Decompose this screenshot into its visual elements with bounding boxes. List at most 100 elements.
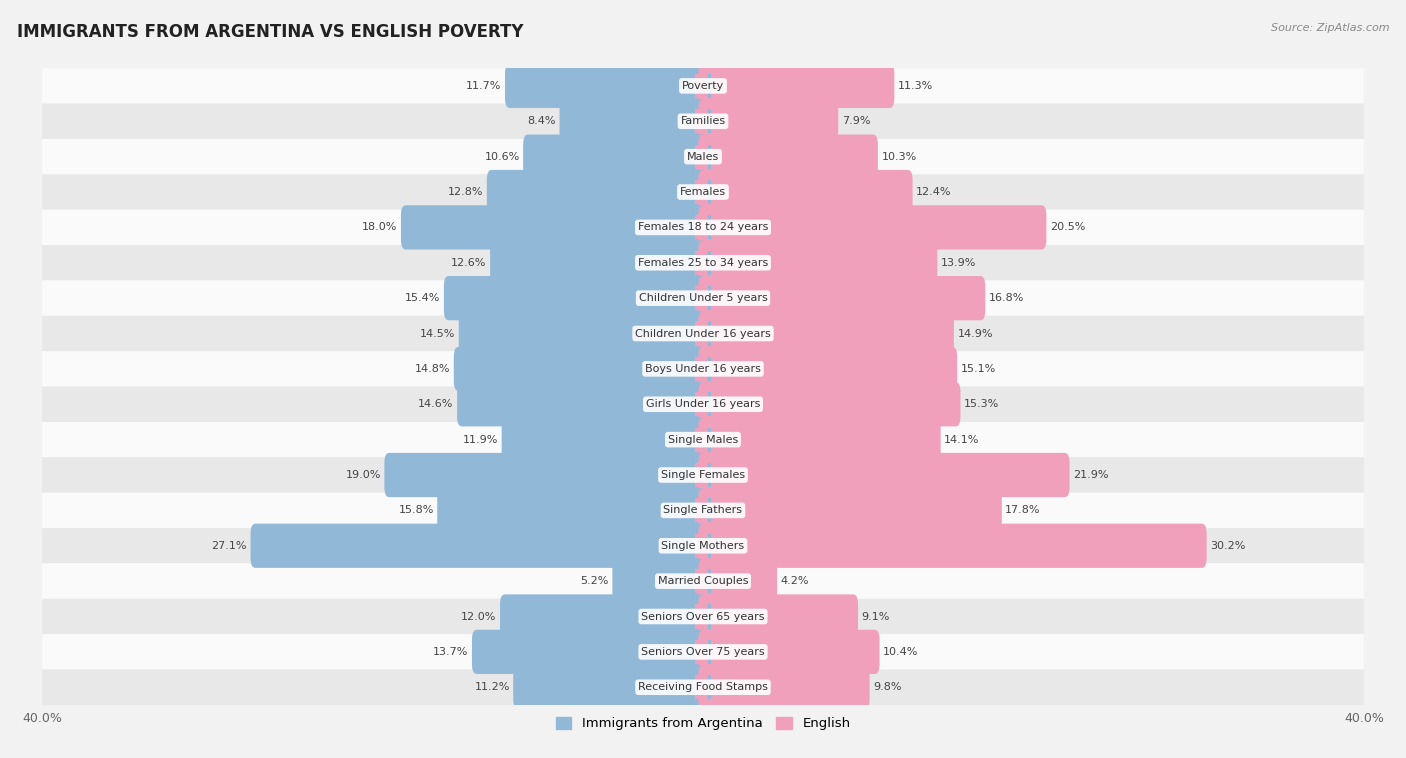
- Bar: [695, 463, 707, 487]
- FancyBboxPatch shape: [699, 312, 953, 356]
- Bar: [695, 604, 707, 628]
- Text: 18.0%: 18.0%: [361, 222, 398, 233]
- Bar: [405, 215, 703, 240]
- Bar: [449, 286, 703, 310]
- Bar: [703, 145, 873, 169]
- Bar: [464, 321, 703, 346]
- Legend: Immigrants from Argentina, English: Immigrants from Argentina, English: [555, 717, 851, 730]
- Bar: [695, 251, 707, 275]
- Bar: [699, 640, 711, 664]
- FancyBboxPatch shape: [42, 245, 1364, 280]
- Text: 15.1%: 15.1%: [960, 364, 995, 374]
- Bar: [699, 569, 711, 594]
- Bar: [703, 74, 890, 98]
- FancyBboxPatch shape: [444, 276, 707, 321]
- FancyBboxPatch shape: [42, 457, 1364, 493]
- Text: 10.6%: 10.6%: [485, 152, 520, 161]
- Text: 11.2%: 11.2%: [474, 682, 510, 692]
- Bar: [699, 392, 711, 416]
- FancyBboxPatch shape: [42, 669, 1364, 705]
- FancyBboxPatch shape: [42, 68, 1364, 104]
- Text: 15.4%: 15.4%: [405, 293, 440, 303]
- Bar: [695, 640, 707, 664]
- FancyBboxPatch shape: [42, 139, 1364, 174]
- Text: 14.5%: 14.5%: [420, 328, 456, 339]
- Text: 13.9%: 13.9%: [941, 258, 976, 268]
- Bar: [695, 498, 707, 522]
- Text: 11.7%: 11.7%: [465, 81, 502, 91]
- Text: 30.2%: 30.2%: [1211, 540, 1246, 551]
- Bar: [695, 428, 707, 452]
- Bar: [699, 534, 711, 558]
- Text: IMMIGRANTS FROM ARGENTINA VS ENGLISH POVERTY: IMMIGRANTS FROM ARGENTINA VS ENGLISH POV…: [17, 23, 523, 41]
- Text: Boys Under 16 years: Boys Under 16 years: [645, 364, 761, 374]
- Bar: [699, 428, 711, 452]
- Bar: [699, 109, 711, 133]
- Bar: [441, 498, 703, 522]
- Text: 20.5%: 20.5%: [1050, 222, 1085, 233]
- Text: 14.9%: 14.9%: [957, 328, 993, 339]
- Bar: [695, 180, 707, 204]
- Bar: [695, 675, 707, 700]
- FancyBboxPatch shape: [513, 665, 707, 709]
- FancyBboxPatch shape: [42, 493, 1364, 528]
- FancyBboxPatch shape: [42, 174, 1364, 210]
- Bar: [703, 640, 875, 664]
- FancyBboxPatch shape: [699, 170, 912, 215]
- Bar: [703, 251, 932, 275]
- Bar: [703, 534, 1202, 558]
- Text: Females 18 to 24 years: Females 18 to 24 years: [638, 222, 768, 233]
- FancyBboxPatch shape: [458, 312, 707, 356]
- Bar: [703, 286, 980, 310]
- Bar: [699, 286, 711, 310]
- Text: Males: Males: [688, 152, 718, 161]
- Bar: [703, 463, 1064, 487]
- Text: Single Fathers: Single Fathers: [664, 506, 742, 515]
- FancyBboxPatch shape: [42, 634, 1364, 669]
- Text: 17.8%: 17.8%: [1005, 506, 1040, 515]
- FancyBboxPatch shape: [457, 382, 707, 427]
- Text: 11.9%: 11.9%: [463, 434, 498, 445]
- Text: Seniors Over 75 years: Seniors Over 75 years: [641, 647, 765, 657]
- Bar: [617, 569, 703, 594]
- FancyBboxPatch shape: [699, 276, 986, 321]
- Bar: [703, 180, 908, 204]
- Bar: [703, 321, 949, 346]
- Bar: [699, 180, 711, 204]
- FancyBboxPatch shape: [699, 524, 1206, 568]
- Bar: [256, 534, 703, 558]
- FancyBboxPatch shape: [42, 316, 1364, 351]
- Bar: [695, 109, 707, 133]
- Text: 8.4%: 8.4%: [527, 116, 555, 127]
- FancyBboxPatch shape: [42, 104, 1364, 139]
- Bar: [695, 145, 707, 169]
- FancyBboxPatch shape: [699, 99, 838, 143]
- Bar: [695, 357, 707, 381]
- FancyBboxPatch shape: [42, 351, 1364, 387]
- Text: Girls Under 16 years: Girls Under 16 years: [645, 399, 761, 409]
- Bar: [699, 321, 711, 346]
- Text: Children Under 16 years: Children Under 16 years: [636, 328, 770, 339]
- Bar: [492, 180, 703, 204]
- Bar: [564, 109, 703, 133]
- Bar: [477, 640, 703, 664]
- Text: Married Couples: Married Couples: [658, 576, 748, 586]
- Bar: [699, 74, 711, 98]
- FancyBboxPatch shape: [560, 99, 707, 143]
- FancyBboxPatch shape: [699, 418, 941, 462]
- Text: Receiving Food Stamps: Receiving Food Stamps: [638, 682, 768, 692]
- Text: 16.8%: 16.8%: [988, 293, 1024, 303]
- FancyBboxPatch shape: [384, 453, 707, 497]
- Bar: [703, 498, 997, 522]
- Bar: [699, 604, 711, 628]
- FancyBboxPatch shape: [486, 170, 707, 215]
- Text: Single Mothers: Single Mothers: [661, 540, 745, 551]
- FancyBboxPatch shape: [401, 205, 707, 249]
- Bar: [703, 215, 1042, 240]
- Bar: [699, 498, 711, 522]
- Text: Families: Families: [681, 116, 725, 127]
- Text: Single Females: Single Females: [661, 470, 745, 480]
- Text: Females 25 to 34 years: Females 25 to 34 years: [638, 258, 768, 268]
- Bar: [695, 321, 707, 346]
- Bar: [389, 463, 703, 487]
